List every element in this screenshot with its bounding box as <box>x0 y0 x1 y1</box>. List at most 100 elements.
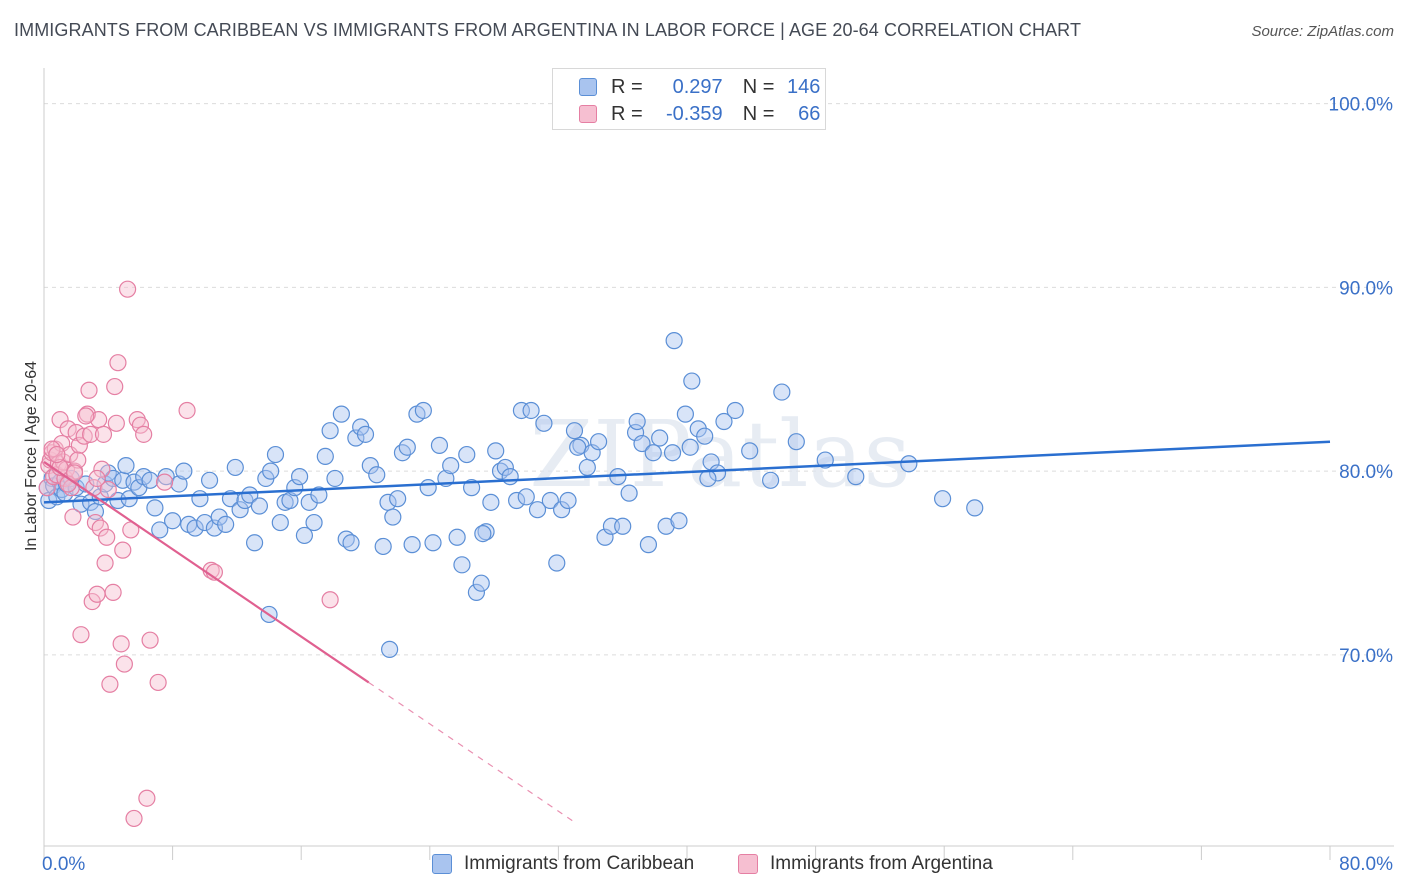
point-caribbean <box>559 491 577 510</box>
point-caribbean <box>321 422 339 440</box>
point-caribbean <box>316 447 334 466</box>
point-caribbean <box>424 534 442 552</box>
point-caribbean <box>761 471 780 489</box>
point-caribbean <box>200 471 219 489</box>
point-caribbean <box>487 442 505 460</box>
point-argentina <box>141 631 159 649</box>
point-caribbean <box>393 444 412 462</box>
point-caribbean <box>381 640 399 658</box>
point-argentina <box>88 469 106 488</box>
point-argentina <box>64 508 82 526</box>
legend-r-value: 0.297 <box>672 75 723 98</box>
point-caribbean <box>472 574 490 592</box>
point-caribbean <box>589 433 608 451</box>
legend-swatch-blue <box>579 78 597 96</box>
grid-lines <box>44 103 1394 656</box>
point-caribbean <box>548 554 566 572</box>
point-caribbean <box>342 534 360 552</box>
point-argentina <box>107 414 125 432</box>
legend-label-argentina: Immigrants from Argentina <box>770 853 993 874</box>
legend-swatch-pink <box>738 854 758 874</box>
legend-row-caribbean: R = 0.297 N = 146 <box>579 75 820 99</box>
point-caribbean <box>578 458 596 477</box>
legend-label-caribbean: Immigrants from Caribbean <box>464 853 695 874</box>
point-caribbean <box>67 479 85 497</box>
point-caribbean <box>847 468 865 486</box>
point-caribbean <box>217 515 235 534</box>
point-caribbean <box>146 499 164 517</box>
trend-line-argentina <box>43 461 370 684</box>
point-caribbean <box>164 512 182 530</box>
point-caribbean <box>389 490 407 508</box>
point-caribbean <box>361 456 379 475</box>
point-argentina <box>43 440 61 458</box>
point-argentina <box>104 583 122 601</box>
point-caribbean <box>696 427 714 445</box>
point-caribbean <box>512 401 531 420</box>
point-argentina <box>88 585 106 603</box>
point-caribbean <box>231 501 249 519</box>
point-caribbean <box>651 429 669 447</box>
point-caribbean <box>398 438 416 456</box>
point-argentina <box>99 480 117 499</box>
point-caribbean <box>117 456 135 475</box>
point-caribbean <box>403 536 421 554</box>
point-caribbean <box>535 414 553 432</box>
point-argentina <box>91 519 109 537</box>
legend-n-value: 66 <box>798 102 821 125</box>
point-caribbean <box>245 534 264 552</box>
point-argentina <box>131 416 150 434</box>
point-argentina <box>94 425 113 443</box>
legend-swatch-pink <box>579 105 597 123</box>
point-caribbean <box>290 468 309 486</box>
trend-lines <box>43 440 1331 823</box>
legend-item-argentina: Immigrants from Argentina <box>738 852 993 876</box>
point-caribbean <box>628 412 646 431</box>
point-caribbean <box>271 513 289 532</box>
point-caribbean <box>633 434 651 453</box>
point-argentina <box>106 377 124 396</box>
point-argentina <box>101 675 119 693</box>
point-caribbean <box>644 444 662 462</box>
point-caribbean <box>332 405 350 423</box>
point-caribbean <box>496 458 514 477</box>
axes <box>43 68 1394 860</box>
point-argentina <box>138 789 156 807</box>
point-caribbean <box>933 490 952 508</box>
point-caribbean <box>966 499 984 517</box>
point-argentina <box>59 420 77 438</box>
point-caribbean <box>191 490 209 508</box>
point-caribbean <box>773 383 791 401</box>
point-argentina <box>75 427 93 445</box>
point-caribbean <box>726 401 744 420</box>
point-caribbean <box>462 479 481 497</box>
point-caribbean <box>569 438 587 456</box>
y-tick-label: 70.0% <box>1339 646 1393 667</box>
point-argentina <box>70 436 88 454</box>
point-caribbean <box>474 524 492 543</box>
point-caribbean <box>266 445 285 464</box>
point-caribbean <box>262 462 280 480</box>
point-caribbean <box>141 471 159 489</box>
point-caribbean <box>708 464 727 482</box>
point-argentina <box>118 280 137 298</box>
point-caribbean <box>295 526 314 545</box>
point-argentina <box>115 655 133 673</box>
point-caribbean <box>517 488 535 506</box>
point-argentina <box>149 673 167 692</box>
point-argentina <box>321 591 339 609</box>
y-axis-title: In Labor Force | Age 20-64 <box>23 360 40 552</box>
point-caribbean <box>170 475 188 493</box>
point-caribbean <box>528 501 547 519</box>
point-argentina <box>112 635 130 653</box>
point-caribbean <box>384 508 402 526</box>
point-caribbean <box>368 466 386 484</box>
point-argentina <box>69 451 87 469</box>
watermark: ZIPatlas <box>529 401 910 508</box>
point-caribbean <box>715 412 733 431</box>
legend-item-caribbean: Immigrants from Caribbean <box>432 852 694 876</box>
point-caribbean <box>657 517 675 535</box>
legend-r-label: R = <box>611 75 643 98</box>
point-argentina <box>77 407 95 425</box>
